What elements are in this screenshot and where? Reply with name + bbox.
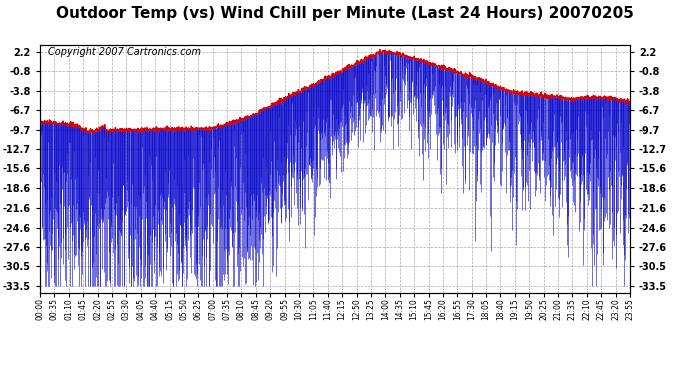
Text: Outdoor Temp (vs) Wind Chill per Minute (Last 24 Hours) 20070205: Outdoor Temp (vs) Wind Chill per Minute … (56, 6, 634, 21)
Text: Copyright 2007 Cartronics.com: Copyright 2007 Cartronics.com (48, 47, 201, 57)
